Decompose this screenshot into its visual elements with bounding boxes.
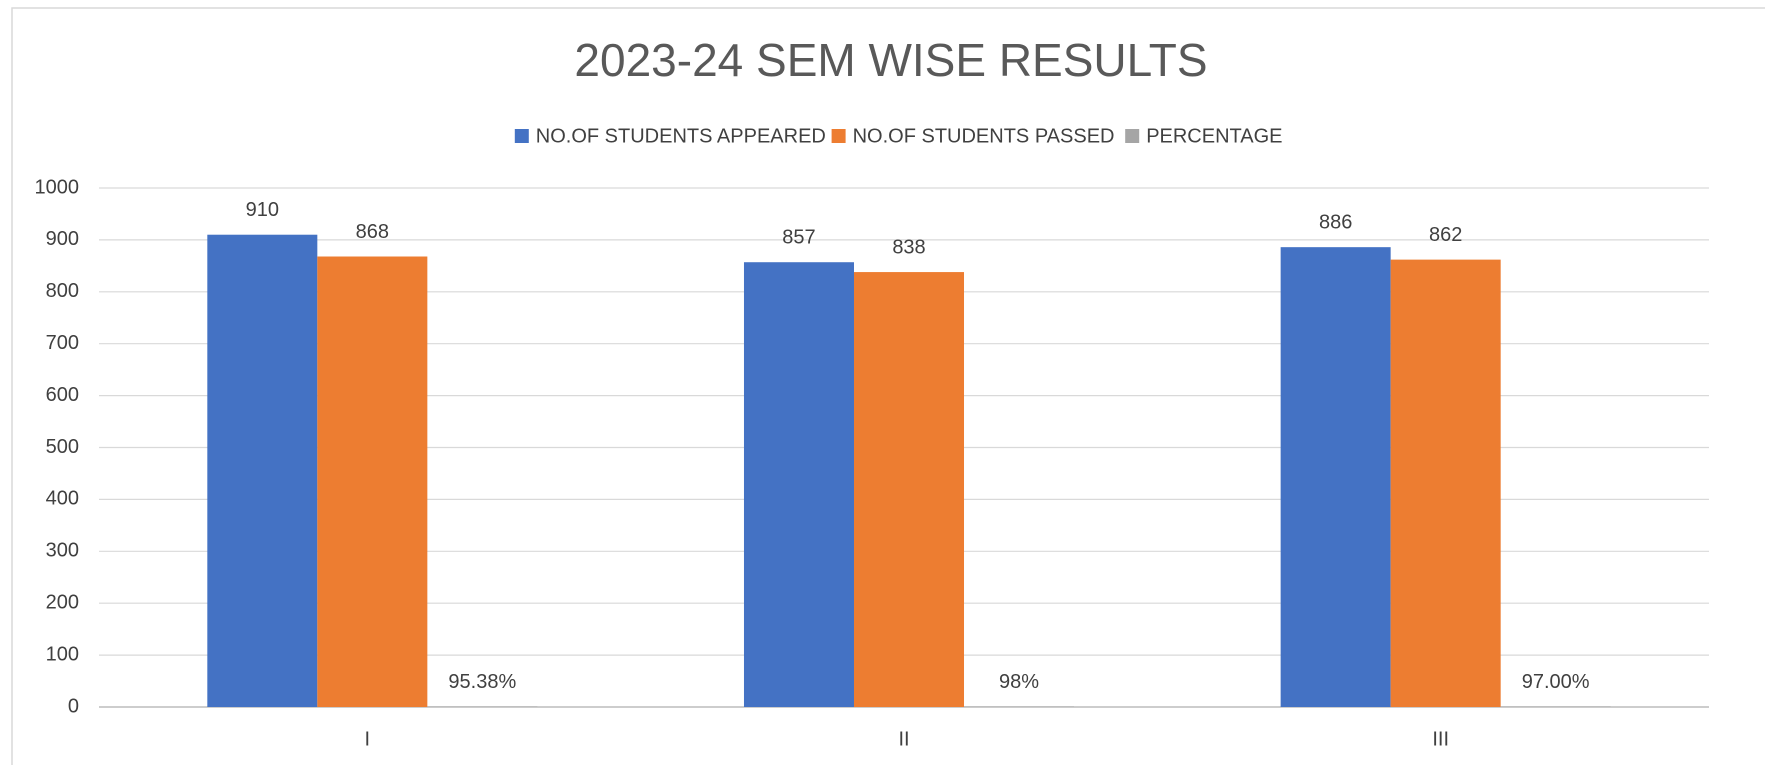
y-tick-label: 100 (46, 643, 79, 665)
data-label: 95.38% (448, 671, 516, 693)
legend-label: NO.OF STUDENTS PASSED (853, 125, 1115, 147)
chart-title: 2023-24 SEM WISE RESULTS (574, 34, 1207, 86)
bar (1390, 259, 1501, 707)
data-label: 862 (1429, 224, 1462, 246)
legend-label: PERCENTAGE (1146, 125, 1282, 147)
bar (1280, 247, 1391, 707)
data-label: 857 (782, 226, 815, 248)
legend-swatch (831, 129, 846, 143)
data-label: 98% (999, 671, 1039, 693)
x-tick-label: I (365, 728, 371, 750)
data-label: 868 (356, 221, 389, 243)
y-tick-label: 800 (46, 280, 79, 302)
bar (207, 234, 318, 707)
legend: NO.OF STUDENTS APPEARED NO.OF STUDENTS PA… (514, 125, 1283, 147)
legend-swatch (514, 129, 529, 143)
x-tick-label: III (1432, 728, 1449, 750)
x-tick-label: II (898, 728, 909, 750)
data-label: 97.00% (1522, 671, 1590, 693)
y-tick-label: 300 (46, 540, 79, 562)
y-tick-label: 1000 (35, 176, 80, 198)
legend-label: NO.OF STUDENTS APPEARED (536, 125, 826, 147)
y-tick-label: 500 (46, 436, 79, 458)
legend-swatch (1125, 129, 1140, 143)
y-tick-label: 700 (46, 332, 79, 354)
bar (964, 706, 1075, 707)
bar (853, 272, 965, 707)
data-label: 886 (1319, 211, 1352, 233)
y-tick-label: 600 (46, 384, 79, 406)
y-tick-label: 0 (68, 695, 79, 717)
data-label: 838 (892, 236, 925, 258)
bar (317, 256, 428, 707)
data-label: 910 (246, 199, 279, 221)
y-tick-label: 200 (46, 591, 79, 613)
y-tick-label: 900 (46, 228, 79, 250)
bar (743, 262, 854, 707)
bar (1500, 706, 1611, 707)
y-tick-label: 400 (46, 488, 79, 510)
